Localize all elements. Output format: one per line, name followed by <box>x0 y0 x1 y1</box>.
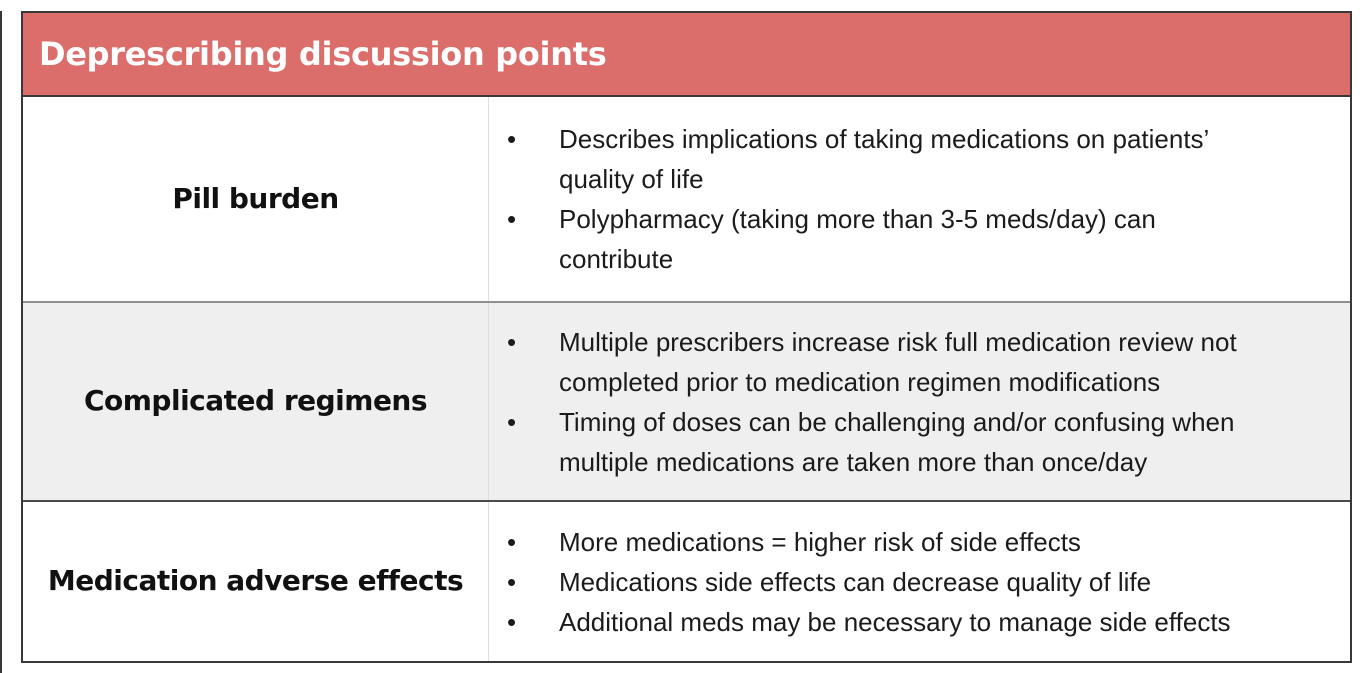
table-header: Deprescribing discussion points <box>23 13 1350 97</box>
row-label: Pill burden <box>172 181 339 215</box>
bullet-marker-icon: • <box>507 124 517 154</box>
bullet-item: • Describes implications of taking medica… <box>489 119 1350 199</box>
bullet-item: • Additional meds may be necessary to man… <box>489 602 1350 642</box>
bullet-marker-icon: • <box>507 326 517 357</box>
table-row: Complicated regimens • Multiple prescriber… <box>23 301 1350 502</box>
table-row: Pill burden • Describes implications of ta… <box>23 97 1350 301</box>
bullet-item: • Polypharmacy (taking more than 3-5 meds… <box>489 199 1350 279</box>
row-label: Medication adverse effects <box>47 564 464 598</box>
bullet-text: Describes implications of taking medicat… <box>559 124 1210 194</box>
bullet-marker-icon: • <box>507 526 517 557</box>
bullet-marker-icon: • <box>507 406 517 437</box>
deprescribing-table: Deprescribing discussion points Pill bur… <box>21 11 1352 663</box>
bullet-item: • Timing of doses can be challenging and/… <box>489 402 1350 482</box>
row-label-cell: Complicated regimens <box>23 303 489 500</box>
row-label-cell: Medication adverse effects <box>23 502 489 661</box>
table-rows: Pill burden • Describes implications of ta… <box>23 97 1350 661</box>
row-label: Complicated regimens <box>83 384 428 418</box>
bullet-text: Medications side effects can decrease qu… <box>559 566 1152 597</box>
bullet-item: • More medications = higher risk of side … <box>489 522 1350 562</box>
bullet-text: Timing of doses can be challenging and/o… <box>559 406 1235 477</box>
row-bullets-cell: • Multiple prescribers increase risk full… <box>489 303 1350 500</box>
outer-frame-edge <box>0 11 2 673</box>
bullet-marker-icon: • <box>507 566 517 597</box>
table-row: Medication adverse effects • More medicati… <box>23 502 1350 661</box>
bullet-item: • Medications side effects can decrease q… <box>489 562 1350 602</box>
bullet-text: More medications = higher risk of side e… <box>559 526 1081 557</box>
bullet-text: Multiple prescribers increase risk full … <box>559 326 1237 397</box>
row-bullets-cell: • More medications = higher risk of side … <box>489 502 1350 661</box>
bullet-text: Additional meds may be necessary to mana… <box>559 606 1231 637</box>
table-title: Deprescribing discussion points <box>39 35 607 73</box>
bullet-text: Polypharmacy (taking more than 3-5 meds/… <box>559 204 1156 274</box>
row-label-cell: Pill burden <box>23 97 489 301</box>
bullet-item: • Multiple prescribers increase risk full… <box>489 322 1350 402</box>
bullet-marker-icon: • <box>507 606 517 637</box>
row-bullets-cell: • Describes implications of taking medica… <box>489 97 1350 301</box>
bullet-marker-icon: • <box>507 204 517 234</box>
